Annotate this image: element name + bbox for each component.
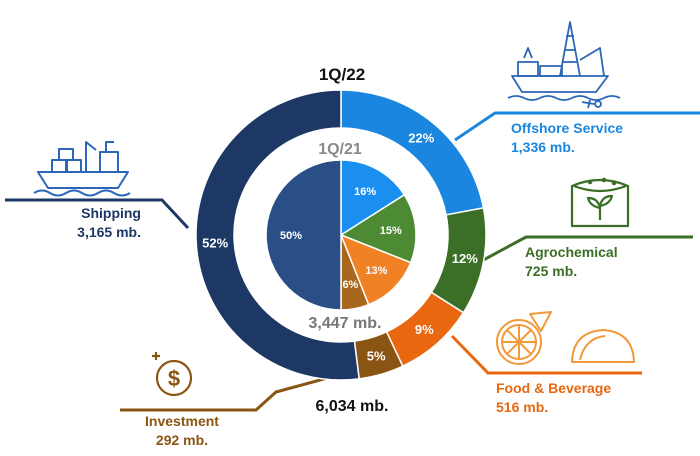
inner-label-shipping: 50%	[280, 230, 302, 242]
investment-name: Investment	[145, 413, 219, 429]
food-name: Food & Beverage	[496, 380, 611, 396]
cargo-ship-icon	[33, 141, 131, 197]
agro-name: Agrochemical	[525, 244, 618, 260]
outer-ring-1q22: 22% 12% 9% 5% 52%	[195, 89, 487, 381]
inner-label-offshore: 16%	[354, 186, 376, 198]
dollar-coin-icon: $	[152, 352, 193, 397]
offshore-name: Offshore Service	[511, 120, 623, 136]
pizza-taco-icon	[496, 311, 635, 365]
shipping-name: Shipping	[81, 205, 141, 221]
outer-label-offshore: 22%	[408, 131, 434, 146]
offshore-leader-line	[454, 111, 700, 142]
investment-amount: 292 mb.	[156, 432, 208, 448]
shipping-amount: 3,165 mb.	[77, 224, 141, 240]
inner-slice-food	[339, 233, 412, 306]
inner-chart-title: 1Q/21	[318, 141, 362, 158]
agro-amount: 725 mb.	[525, 263, 577, 279]
outer-label-shipping: 52%	[202, 236, 228, 251]
outer-label-investment: 5%	[367, 349, 386, 364]
inner-slice-agro	[339, 193, 417, 264]
outer-total-label: 6,034 mb.	[316, 398, 389, 415]
food-leader-line	[450, 334, 642, 375]
outer-chart-title: 1Q/22	[319, 65, 365, 84]
outer-label-agro: 12%	[452, 251, 478, 266]
inner-label-food: 13%	[365, 265, 387, 277]
offshore-amount: 1,336 mb.	[511, 139, 575, 155]
outer-label-food: 9%	[415, 322, 434, 337]
food-amount: 516 mb.	[496, 399, 548, 415]
svg-text:$: $	[168, 366, 180, 391]
inner-total-label: 3,447 mb.	[309, 315, 382, 332]
shipping-leader-line	[5, 198, 190, 230]
inner-slice-offshore	[340, 159, 406, 237]
inner-label-agro: 15%	[380, 225, 402, 237]
inner-slice-shipping	[265, 159, 342, 311]
fertilizer-sack-icon	[570, 177, 630, 228]
offshore-rig-icon	[507, 21, 621, 109]
inner-pie-1q21: 16% 15% 13% 6% 50%	[265, 159, 417, 311]
outer-slice-shipping	[195, 89, 361, 381]
agro-leader-line	[475, 235, 693, 266]
inner-label-investment: 6%	[342, 279, 358, 291]
